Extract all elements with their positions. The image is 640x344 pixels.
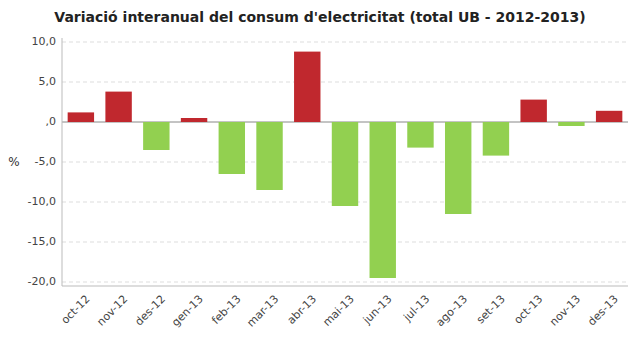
x-tick-label: nov-12 [94,293,130,329]
x-tick-label: oct-12 [59,293,93,327]
x-tick-label: nov-13 [547,293,583,329]
bar [596,111,622,122]
x-tick-labels: oct-12nov-12des-12gen-13feb-13mar-13abr-… [59,293,621,330]
y-axis-label: % [8,155,19,169]
y-tick-label: 5,0 [39,75,57,88]
page: {"chart_data": {"type": "bar", "title": … [0,0,640,344]
chart-svg: -20,0 -15,0 -10,0 -5,0 ,0 5,0 10,0 oct-12nov-12… [0,0,640,344]
x-tick-label: abr-13 [285,293,319,327]
bar [219,122,245,174]
bar [256,122,282,190]
bar [68,112,94,122]
x-tick-label: mar-13 [244,293,281,330]
x-axis-line [62,286,628,287]
x-tick-label: jul-13 [400,293,432,325]
y-tick-label: -20,0 [28,275,56,288]
bar [332,122,358,206]
grid-line [62,82,628,83]
grid-line [62,242,628,243]
x-tick-label: set-13 [474,293,508,327]
x-tick-label: des-13 [585,293,621,329]
y-tick-labels: -20,0 -15,0 -10,0 -5,0 ,0 5,0 10,0 [28,35,56,288]
bar [483,122,509,156]
bar [445,122,471,214]
bar [105,92,131,122]
y-axis-line [62,38,63,286]
grid-line [62,42,628,43]
bar [520,100,546,122]
x-tick-label: ago-13 [433,293,470,330]
bar [370,122,396,278]
y-tick-label: -15,0 [28,235,56,248]
y-tick-label: -5,0 [35,155,56,168]
x-tick-label: feb-13 [209,293,243,327]
bars [68,52,623,278]
bar [294,52,320,122]
y-tick-label: -10,0 [28,195,56,208]
chart-container: -20,0 -15,0 -10,0 -5,0 ,0 5,0 10,0 oct-12nov-12… [0,0,640,344]
bar [407,122,433,148]
title: Variació interanual del consum d'electri… [54,9,585,25]
x-tick-label: jun-13 [360,293,395,328]
x-tick-label: des-12 [132,293,168,329]
grid [62,42,628,282]
grid-line [62,282,628,283]
x-tick-label: mai-13 [320,293,356,329]
bar [143,122,169,150]
bar [181,118,207,122]
y-tick-label: ,0 [46,115,57,128]
y-tick-label: 10,0 [32,35,57,48]
x-tick-label: oct-13 [511,293,545,327]
bar [558,122,584,126]
x-tick-label: gen-13 [169,293,206,330]
